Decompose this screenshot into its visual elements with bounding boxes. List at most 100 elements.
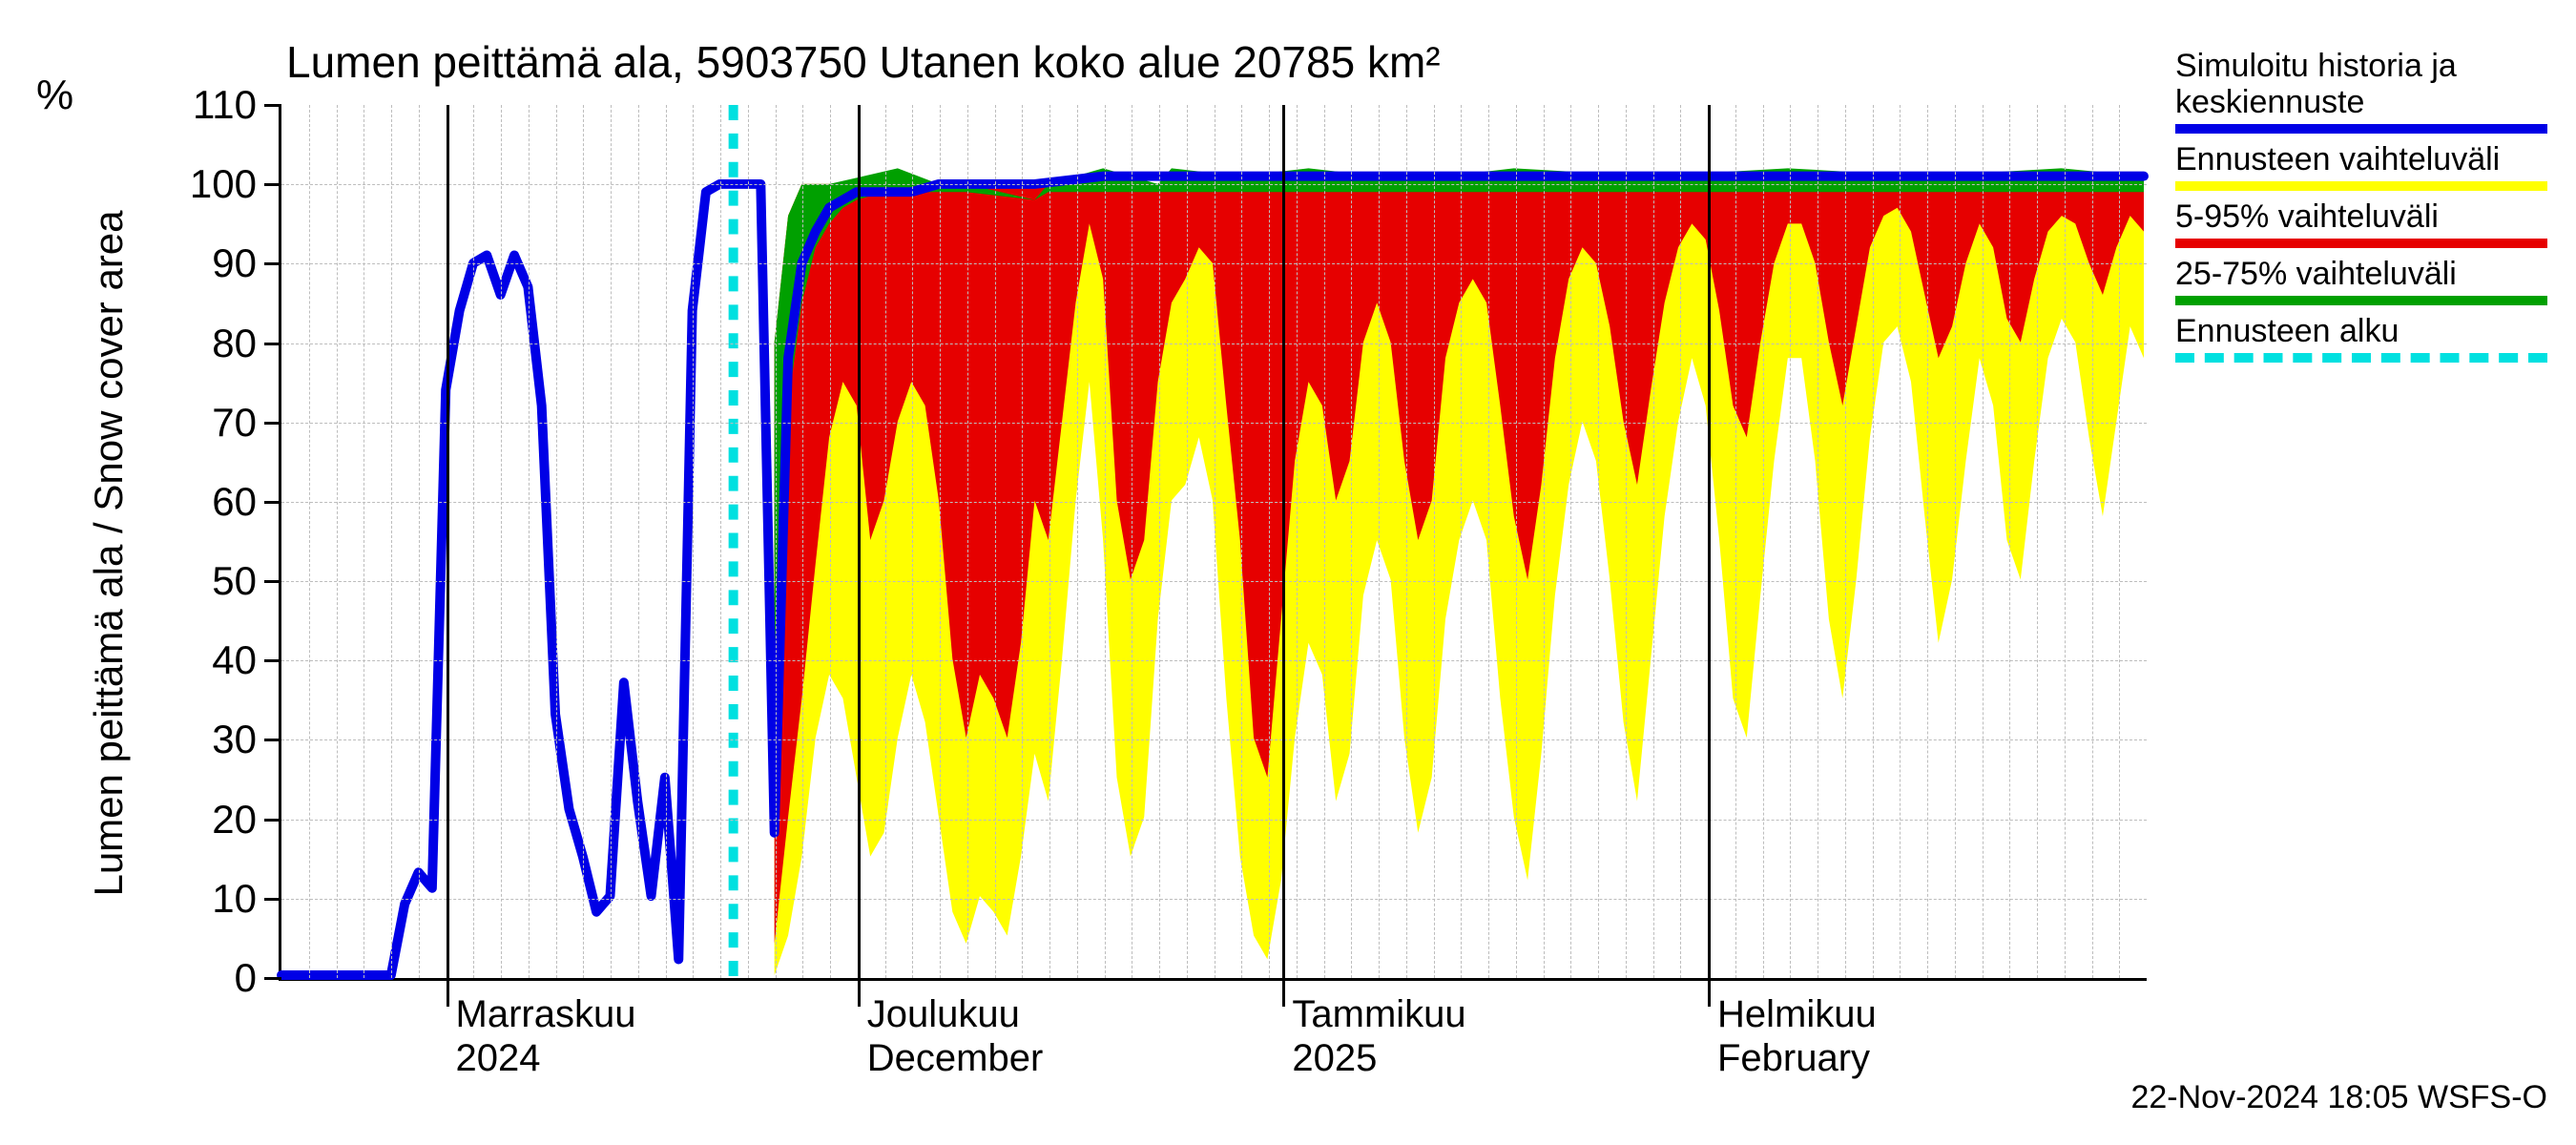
y-tick-label: 80 <box>175 321 257 366</box>
y-tick <box>264 422 281 425</box>
gridline-vertical <box>1763 105 1764 978</box>
gridline-vertical <box>776 105 777 978</box>
month-label: JoulukuuDecember <box>867 992 1044 1080</box>
gridline-vertical <box>1900 105 1901 978</box>
gridline-vertical <box>1269 105 1270 978</box>
gridline-vertical <box>337 105 338 978</box>
gridline-vertical <box>1516 105 1517 978</box>
gridline-vertical <box>720 105 721 978</box>
gridline-vertical <box>802 105 803 978</box>
footer-timestamp: 22-Nov-2024 18:05 WSFS-O <box>2130 1079 2547 1116</box>
gridline-vertical <box>1022 105 1023 978</box>
gridline-vertical <box>940 105 941 978</box>
legend-entry: Ennusteen vaihteluväli <box>2175 141 2557 191</box>
gridline-vertical <box>666 105 667 978</box>
legend-swatch-line <box>2175 124 2547 134</box>
gridline-vertical <box>1845 105 1846 978</box>
gridline-vertical <box>1680 105 1681 978</box>
y-tick-label: 60 <box>175 479 257 525</box>
y-tick <box>264 501 281 504</box>
gridline-vertical <box>556 105 557 978</box>
y-tick <box>264 580 281 583</box>
gridline-vertical <box>1955 105 1956 978</box>
chart-page: Lumen peittämä ala, 5903750 Utanen koko … <box>0 0 2576 1145</box>
y-tick <box>264 659 281 662</box>
gridline-vertical <box>885 105 886 978</box>
gridline-vertical <box>1461 105 1462 978</box>
month-label: HelmikuuFebruary <box>1717 992 1877 1080</box>
y-tick <box>264 183 281 186</box>
y-tick <box>264 977 281 980</box>
gridline-vertical <box>1105 105 1106 978</box>
gridline-vertical <box>1379 105 1380 978</box>
y-tick-label: 50 <box>175 558 257 604</box>
y-tick-label: 30 <box>175 717 257 762</box>
y-tick-label: 100 <box>175 161 257 207</box>
legend-label: 25-75% vaihteluväli <box>2175 256 2557 292</box>
gridline-vertical <box>967 105 968 978</box>
gridline-vertical <box>1598 105 1599 978</box>
legend-swatch-block <box>2175 239 2547 248</box>
gridline-vertical <box>830 105 831 978</box>
gridline-vertical <box>1351 105 1352 978</box>
gridline-vertical <box>1570 105 1571 978</box>
gridline-vertical <box>1544 105 1545 978</box>
gridline-vertical <box>2037 105 2038 978</box>
gridline-vertical <box>1927 105 1928 978</box>
gridline-vertical <box>1324 105 1325 978</box>
legend-entry: 25-75% vaihteluväli <box>2175 256 2557 305</box>
gridline-vertical <box>1873 105 1874 978</box>
legend-label: Ennusteen vaihteluväli <box>2175 141 2557 177</box>
month-tick <box>858 105 861 1007</box>
legend-label: Simuloitu historia ja keskiennuste <box>2175 48 2557 120</box>
gridline-vertical <box>2065 105 2066 978</box>
gridline-vertical <box>748 105 749 978</box>
y-tick-label: 0 <box>175 955 257 1001</box>
gridline-vertical <box>2009 105 2010 978</box>
y-tick-label: 10 <box>175 876 257 922</box>
gridline-vertical <box>912 105 913 978</box>
gridline-vertical <box>1159 105 1160 978</box>
legend-entry: Ennusteen alku <box>2175 313 2557 363</box>
gridline-vertical <box>1297 105 1298 978</box>
gridline-vertical <box>995 105 996 978</box>
gridline-vertical <box>529 105 530 978</box>
chart-title: Lumen peittämä ala, 5903750 Utanen koko … <box>286 36 1441 88</box>
legend-entry: Simuloitu historia ja keskiennuste <box>2175 48 2557 134</box>
legend-label: 5-95% vaihteluväli <box>2175 198 2557 235</box>
legend-swatch-block <box>2175 296 2547 305</box>
gridline-vertical <box>1983 105 1984 978</box>
gridline-vertical <box>1049 105 1050 978</box>
y-tick <box>264 104 281 107</box>
gridline-vertical <box>1790 105 1791 978</box>
y-tick <box>264 819 281 822</box>
y-tick <box>264 262 281 265</box>
gridline-vertical <box>1488 105 1489 978</box>
gridline-vertical <box>1077 105 1078 978</box>
gridline-vertical <box>309 105 310 978</box>
plot-area: 0102030405060708090100110Marraskuu2024Jo… <box>279 105 2147 981</box>
gridline-vertical <box>1187 105 1188 978</box>
gridline-vertical <box>2119 105 2120 978</box>
legend-swatch-dash <box>2175 353 2547 363</box>
y-tick-label: 110 <box>175 82 257 128</box>
gridline-vertical <box>1241 105 1242 978</box>
y-axis-unit: % <box>36 72 73 119</box>
gridline-vertical <box>611 105 612 978</box>
gridline-vertical <box>391 105 392 978</box>
y-tick-label: 90 <box>175 240 257 286</box>
month-tick <box>1282 105 1285 1007</box>
y-tick-label: 70 <box>175 400 257 446</box>
gridline-vertical <box>1653 105 1654 978</box>
month-label: Tammikuu2025 <box>1292 992 1465 1080</box>
legend-label: Ennusteen alku <box>2175 313 2557 349</box>
y-tick <box>264 898 281 901</box>
gridline-vertical <box>2092 105 2093 978</box>
y-tick <box>264 343 281 345</box>
gridline-vertical <box>501 105 502 978</box>
legend: Simuloitu historia ja keskiennuste Ennus… <box>2175 48 2557 370</box>
y-tick-label: 20 <box>175 797 257 843</box>
y-tick-label: 40 <box>175 637 257 683</box>
gridline-vertical <box>693 105 694 978</box>
gridline-vertical <box>1434 105 1435 978</box>
